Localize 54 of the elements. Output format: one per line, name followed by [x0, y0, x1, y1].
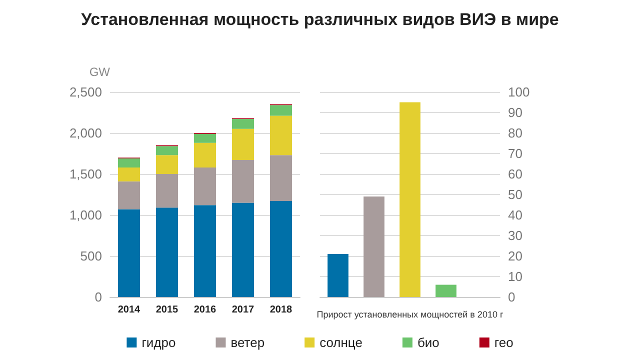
x-axis-title: Прирост установленных мощностей в 2010 г [316, 309, 504, 320]
bar [118, 209, 140, 297]
bar [270, 116, 292, 156]
y-tick-label: 70 [508, 146, 522, 161]
legend-label: био [417, 335, 440, 350]
bar [118, 167, 140, 182]
x-tick-label: 2018 [270, 304, 293, 316]
y-axis-title: GW [89, 65, 111, 79]
x-tick-label: 2017 [232, 304, 255, 316]
y-tick-label: 10 [508, 269, 522, 284]
y-tick-label: 100 [508, 84, 530, 100]
y-tick-label: 2,000 [69, 126, 102, 140]
bar [194, 167, 216, 206]
bar [270, 201, 292, 297]
bar [156, 155, 178, 174]
bar [400, 102, 420, 297]
bar [270, 105, 292, 116]
y-tick-label: 0 [508, 290, 516, 304]
bar [118, 158, 140, 168]
y-tick-label: 90 [508, 105, 522, 120]
bar [156, 208, 178, 297]
legend-label: солнце [320, 335, 362, 350]
bar [194, 205, 216, 297]
x-tick-label: 2015 [156, 304, 179, 316]
y-tick-label: 500 [80, 248, 102, 264]
legend-label: гео [494, 335, 514, 350]
y-tick-label: 60 [508, 166, 522, 182]
bar [232, 119, 254, 129]
y-tick-label: 80 [508, 126, 522, 140]
bar [156, 146, 178, 156]
y-tick-label: 30 [508, 228, 522, 243]
x-tick-label: 2014 [118, 304, 141, 316]
bar [194, 134, 216, 143]
y-tick-label: 1,000 [69, 208, 102, 222]
bar [364, 196, 384, 297]
legend-label: ветер [230, 335, 265, 350]
bar [118, 181, 140, 210]
bar [194, 142, 216, 168]
bar [232, 202, 254, 297]
y-tick-label: 50 [508, 187, 522, 202]
bar [436, 284, 456, 297]
y-tick-label: 20 [508, 248, 522, 264]
bar [232, 160, 254, 203]
y-tick-label: 2,500 [69, 84, 102, 100]
bar [156, 174, 178, 208]
y-tick-label: 40 [508, 208, 522, 222]
bar [270, 155, 292, 202]
legend-label: гидро [142, 335, 176, 350]
chart-title: Установленная мощность различных видов ВИЭ в мире [81, 10, 559, 29]
y-tick-label: 1,500 [69, 166, 102, 182]
x-tick-label: 2016 [194, 304, 217, 316]
bar [328, 254, 348, 297]
y-tick-label: 0 [94, 290, 102, 304]
bar [232, 128, 254, 160]
